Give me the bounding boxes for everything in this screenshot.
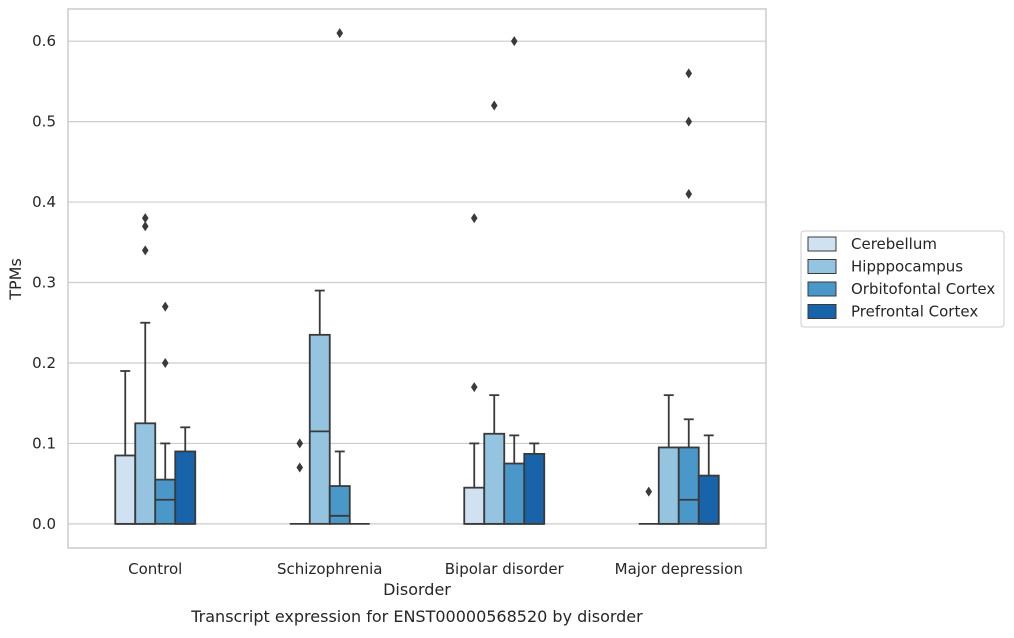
outlier-point	[490, 100, 498, 111]
grid-layer	[68, 40, 766, 525]
box-group	[134, 213, 157, 525]
legend-label: Hipppocampus	[851, 258, 963, 276]
box-group	[174, 426, 197, 525]
outlier-point	[470, 213, 478, 224]
legend-label: Cerebellum	[851, 235, 937, 253]
box	[114, 454, 137, 525]
box-group	[483, 100, 506, 525]
marks-layer	[114, 28, 720, 525]
x-tick-label: Schizophrenia	[277, 560, 382, 578]
x-tick-label: Control	[128, 560, 182, 578]
box-group	[638, 486, 659, 525]
outlier-point	[685, 189, 693, 200]
y-tick-label: 0.4	[32, 193, 56, 211]
x-axis-title: Disorder	[383, 580, 451, 599]
box-group	[308, 289, 331, 525]
outlier-point	[141, 245, 149, 256]
box	[174, 450, 197, 525]
outlier-point	[645, 486, 653, 497]
box-group	[289, 438, 310, 525]
outlier-point	[685, 68, 693, 79]
box	[134, 422, 157, 525]
box-group	[697, 434, 720, 525]
y-tick-label: 0.3	[32, 274, 56, 292]
y-tick-label: 0.0	[32, 515, 56, 533]
outlier-point	[470, 382, 478, 393]
outlier-point	[685, 116, 693, 127]
box	[308, 333, 331, 525]
y-tick-label: 0.5	[32, 113, 56, 131]
box-group	[114, 370, 137, 525]
y-tick-label: 0.2	[32, 354, 56, 372]
ticks-layer: 0.0 0.1 0.2 0.3 0.4 0.5 0.6 Control Schizophreni…	[32, 32, 743, 578]
box-group	[463, 213, 486, 525]
legend-frame	[800, 230, 1005, 328]
y-tick-label: 0.1	[32, 434, 56, 452]
box	[483, 432, 506, 525]
box	[154, 478, 177, 525]
legend-swatch	[807, 259, 837, 274]
legend: Cerebellum Hipppocampus Orbitofontal Corte…	[800, 230, 1005, 328]
y-axis-title: TPMs	[6, 258, 25, 301]
outlier-point	[296, 462, 304, 473]
chart-caption: Transcript expression for ENST0000056852…	[190, 607, 643, 626]
box	[657, 446, 680, 525]
legend-label: Prefrontal Cortex	[851, 303, 978, 321]
box-group	[154, 301, 177, 525]
y-tick-label: 0.6	[32, 32, 56, 50]
x-tick-label: Bipolar disorder	[445, 560, 565, 578]
outlier-point	[336, 28, 344, 39]
box	[328, 485, 351, 525]
outlier-point	[141, 221, 149, 232]
plot-frame	[67, 8, 767, 549]
legend-swatch	[807, 304, 837, 319]
box	[463, 486, 486, 525]
box-group	[328, 28, 351, 525]
legend-items: Cerebellum Hipppocampus Orbitofontal Corte…	[807, 235, 995, 321]
legend-swatch	[807, 281, 837, 297]
box-group	[657, 394, 680, 525]
box-group	[677, 68, 700, 525]
legend-swatch	[807, 236, 837, 252]
outlier-point	[296, 438, 304, 449]
box-group	[523, 442, 546, 525]
box-group	[503, 36, 526, 525]
outlier-point	[141, 213, 149, 224]
outlier-point	[161, 301, 169, 312]
box	[523, 452, 546, 525]
box	[697, 474, 720, 525]
box	[503, 462, 526, 525]
legend-label: Orbitofontal Cortex	[851, 280, 995, 298]
box	[677, 446, 700, 525]
x-tick-label: Major depression	[615, 560, 743, 578]
outlier-point	[161, 357, 169, 368]
outlier-point	[510, 36, 518, 47]
